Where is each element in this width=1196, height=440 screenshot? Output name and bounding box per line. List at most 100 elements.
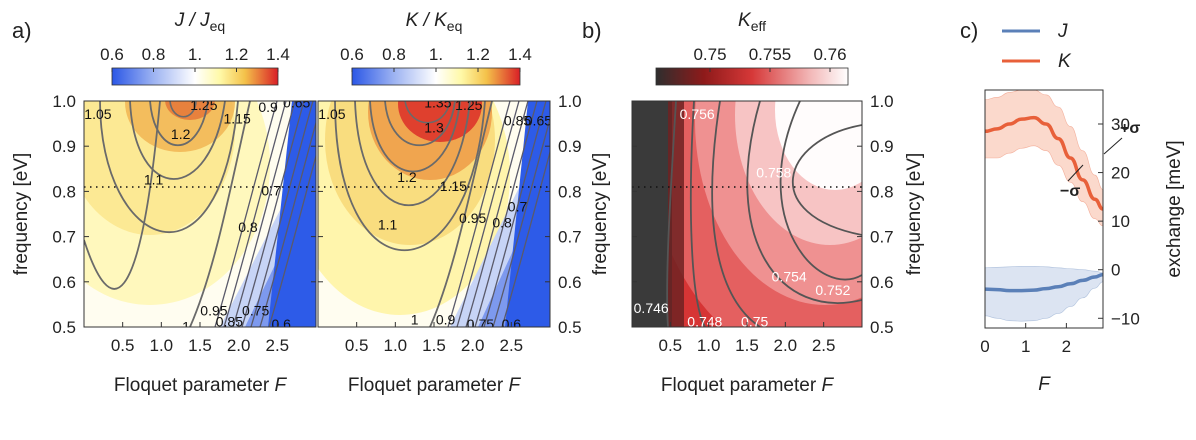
y-tick-label: 0.5 bbox=[52, 318, 76, 337]
heatmap-k: K / Keq 0.6 0.8 1. 1.2 1.4 1.05 1.35 1.25 1.3 1.… bbox=[317, 10, 582, 396]
contour-line bbox=[447, 101, 511, 327]
colorbar-tick-label: 0.6 bbox=[100, 45, 124, 64]
colorbar-keff-ticks: 0.75 0.755 0.76 bbox=[693, 45, 847, 72]
contour-k-1.1 bbox=[354, 101, 471, 207]
sigma-band-k bbox=[984, 89, 1104, 227]
contour-label: 0.9 bbox=[436, 311, 456, 327]
y-tick-label: 1.0 bbox=[558, 92, 582, 111]
contour-k-1.2 bbox=[384, 101, 456, 147]
contour-label: 1 bbox=[411, 311, 419, 327]
x-axis-ticks-exchange: 0 1 2 bbox=[980, 323, 1071, 356]
contour-j-1.2 bbox=[149, 101, 209, 146]
contour-line bbox=[268, 153, 316, 327]
x-tick-label: 2.0 bbox=[227, 336, 251, 355]
contour-line bbox=[214, 101, 278, 327]
y-tick-label: 0 bbox=[1111, 261, 1120, 280]
x-axis-ticks-keff: 0.5 1.0 1.5 2.0 2.5 bbox=[659, 322, 836, 355]
contour-line bbox=[492, 116, 550, 327]
title-keff: Keff bbox=[738, 10, 766, 34]
heatmap-keff-region-min bbox=[632, 101, 672, 327]
contour-label: 0.746 bbox=[634, 300, 669, 316]
colorbar-tick-label: 1.4 bbox=[266, 45, 290, 64]
x-tick-label: 0.5 bbox=[659, 336, 683, 355]
x-axis-ticks-j: 0.5 1.0 1.5 2.0 2.5 bbox=[111, 322, 289, 355]
y-tick-label: 0.9 bbox=[558, 137, 582, 156]
y-axis-ticks-k: 0.50.60.70.80.91.0 bbox=[318, 92, 582, 337]
colorbar-tick-label: 1. bbox=[429, 45, 443, 64]
plot-frame-exchange bbox=[984, 89, 1104, 329]
contour-label: 0.752 bbox=[815, 282, 850, 298]
x-tick-label: 2.5 bbox=[266, 336, 290, 355]
contour-label: 0.85 bbox=[504, 113, 531, 129]
y-tick-label: 0.5 bbox=[870, 318, 894, 337]
contour-line bbox=[223, 101, 287, 327]
contour-k-1.05 bbox=[334, 101, 486, 252]
contour-line bbox=[501, 149, 550, 327]
panel-label-c: c) bbox=[960, 18, 978, 43]
panel-label-b: b) bbox=[582, 18, 602, 43]
contour-label: 0.8 bbox=[492, 214, 512, 230]
x-axis-label-k: Floquet parameter F bbox=[348, 375, 522, 396]
contour-label: 1.15 bbox=[223, 110, 250, 126]
x-tick-label: 1.5 bbox=[735, 336, 759, 355]
contour-label: 0.65 bbox=[525, 113, 552, 129]
y-tick-label: 1.0 bbox=[52, 92, 76, 111]
contour-line bbox=[232, 101, 296, 327]
contour-label: 1.25 bbox=[455, 97, 482, 113]
colorbar-k-ticks: 0.6 0.8 1. 1.2 1.4 bbox=[340, 45, 532, 72]
contour-line bbox=[250, 101, 314, 327]
heatmap-keff: Keff 0.75 0.755 0.76 0.7560.7580.7540.7520… bbox=[590, 10, 925, 396]
y-tick-label: 0.6 bbox=[52, 273, 76, 292]
contour-k-1.3 bbox=[404, 101, 451, 124]
x-tick-label: 1 bbox=[1021, 337, 1030, 356]
y-tick-label: 0.8 bbox=[558, 182, 582, 201]
title-j: J / Jeq bbox=[174, 10, 225, 34]
x-tick-label: 1.5 bbox=[422, 336, 446, 355]
y-tick-label: 0.6 bbox=[870, 273, 894, 292]
colorbar-tick-label: 0.8 bbox=[382, 45, 406, 64]
contour-label: 0.756 bbox=[680, 106, 715, 122]
contour-k-1.0 bbox=[429, 101, 493, 327]
x-tick-label: 2 bbox=[1062, 337, 1071, 356]
contour-keff-0.756 bbox=[791, 124, 862, 236]
contour-label: 0.85 bbox=[216, 314, 243, 330]
contour-keff-0.754 bbox=[779, 101, 862, 281]
colorbar-tick-label: 0.75 bbox=[693, 45, 726, 64]
x-tick-label: 0 bbox=[980, 337, 989, 356]
contour-j-1.15 bbox=[129, 101, 226, 180]
y-tick-label: 0.9 bbox=[52, 137, 76, 156]
contour-j-1.0 bbox=[189, 101, 251, 327]
contour-labels-k: 1.051.35 1.251.31.21.151.1 0.95 0.80.70.850… bbox=[318, 97, 552, 327]
contour-label: 0.748 bbox=[687, 314, 722, 330]
contour-label: 1.05 bbox=[318, 106, 345, 122]
contour-line bbox=[456, 101, 520, 327]
x-tick-label: 2.0 bbox=[461, 336, 485, 355]
contour-label: 1.2 bbox=[397, 169, 417, 185]
colorbar-tick-label: 0.8 bbox=[142, 45, 166, 64]
y-tick-label: 0.7 bbox=[558, 228, 582, 247]
legend-label-k: K bbox=[1058, 51, 1072, 72]
contour-label: 0.758 bbox=[756, 165, 791, 181]
contour-line bbox=[465, 101, 529, 327]
x-tick-label: 1.5 bbox=[188, 336, 212, 355]
contour-j-1.05 bbox=[84, 101, 161, 290]
contour-line bbox=[259, 120, 316, 327]
contour-label: 0.8 bbox=[238, 219, 258, 235]
x-axis-label-keff: Floquet parameter F bbox=[661, 375, 835, 396]
contour-label: 0.9 bbox=[258, 99, 278, 115]
contour-line bbox=[483, 101, 547, 327]
series-line-k bbox=[984, 115, 1104, 211]
x-tick-label: 2.5 bbox=[500, 336, 524, 355]
heatmap-k-region-max bbox=[398, 101, 482, 142]
x-tick-label: 1.0 bbox=[384, 336, 408, 355]
x-tick-label: 2.5 bbox=[812, 336, 836, 355]
y-tick-label: 0.9 bbox=[870, 137, 894, 156]
title-k: K / Keq bbox=[406, 10, 463, 34]
x-axis-label-exchange: F bbox=[1038, 374, 1051, 395]
heatmap-keff-region-max bbox=[775, 101, 862, 190]
colorbar-tick-label: 1.4 bbox=[508, 45, 532, 64]
contour-label: 0.6 bbox=[271, 316, 291, 332]
y-axis-ticks-j: 0.5 0.6 0.7 0.8 0.9 1.0 bbox=[52, 92, 316, 337]
contour-label: 1.15 bbox=[440, 178, 467, 194]
